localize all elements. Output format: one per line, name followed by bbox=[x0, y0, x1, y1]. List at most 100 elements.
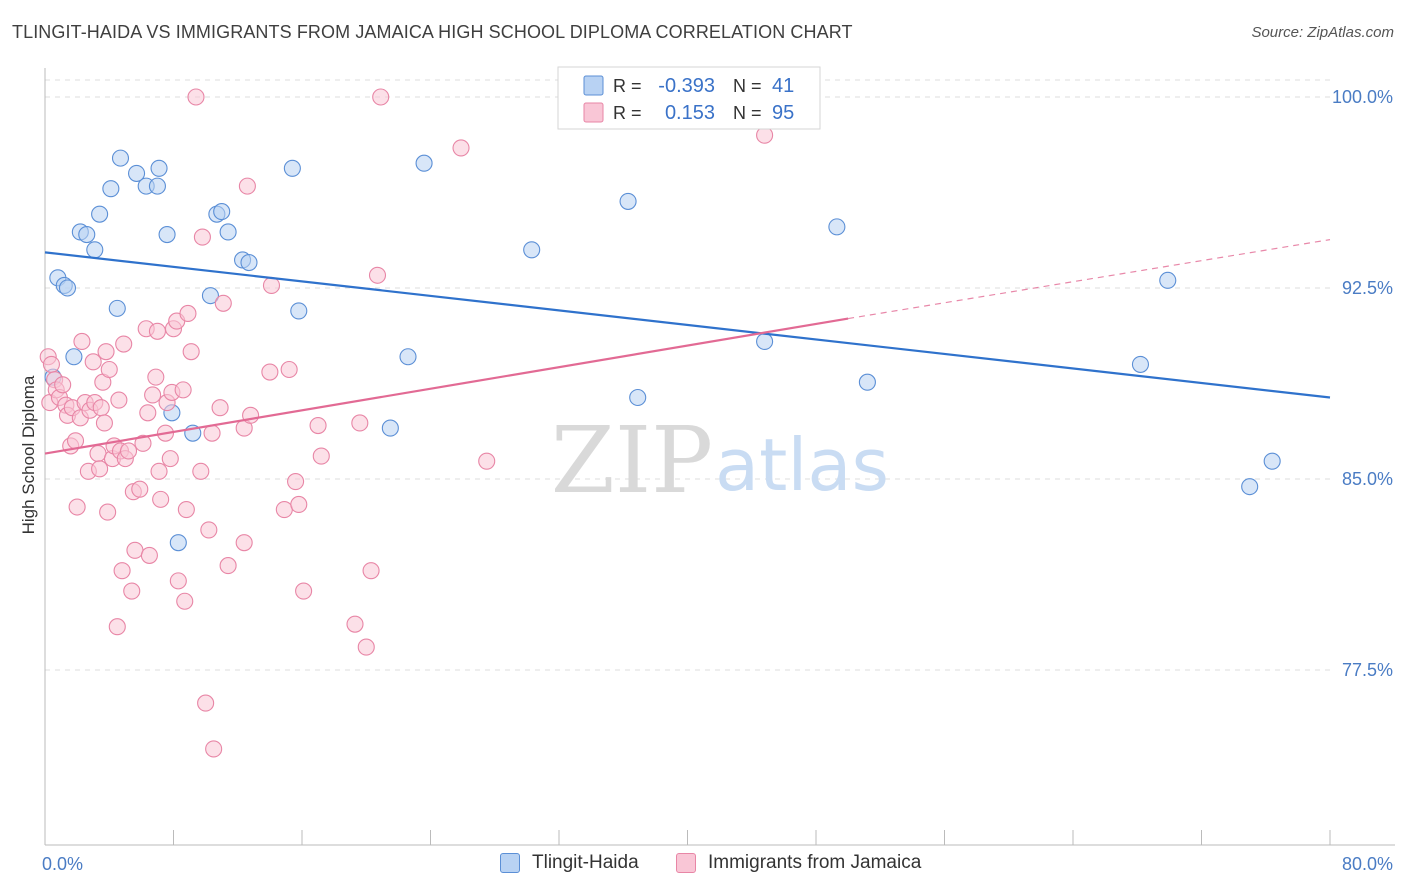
data-point-immigrants-from-jamaica bbox=[139, 404, 157, 422]
trend-line-pink bbox=[44, 317, 849, 455]
data-point-immigrants-from-jamaica bbox=[309, 416, 327, 435]
data-point-immigrants-from-jamaica bbox=[219, 557, 237, 575]
y-axis-label: High School Diploma bbox=[19, 375, 38, 534]
tick-labels: 77.5% 85.0% 92.5% 100.0% 0.0% 80.0% bbox=[42, 87, 1393, 874]
data-point-immigrants-from-jamaica bbox=[144, 386, 162, 404]
y-tick-label: 92.5% bbox=[1342, 278, 1393, 298]
data-point-immigrants-from-jamaica bbox=[131, 480, 149, 498]
data-point-tlingit-haida bbox=[415, 154, 433, 172]
data-point-immigrants-from-jamaica bbox=[200, 521, 218, 539]
legend-swatch-blue bbox=[500, 853, 520, 873]
data-point-immigrants-from-jamaica bbox=[91, 460, 109, 478]
legend-label-tlingit-haida: Tlingit-Haida bbox=[532, 852, 639, 873]
data-point-immigrants-from-jamaica bbox=[179, 304, 197, 323]
data-point-immigrants-from-jamaica bbox=[214, 294, 232, 312]
data-point-immigrants-from-jamaica bbox=[235, 534, 253, 552]
data-point-immigrants-from-jamaica bbox=[161, 450, 179, 468]
y-tick-label: 77.5% bbox=[1342, 660, 1393, 680]
data-point-immigrants-from-jamaica bbox=[108, 618, 126, 636]
data-point-tlingit-haida bbox=[201, 287, 219, 305]
data-point-tlingit-haida bbox=[65, 348, 83, 366]
stats-r-value-1: -0.393 bbox=[658, 75, 715, 97]
watermark-atlas: atlas bbox=[715, 423, 889, 507]
data-point-immigrants-from-jamaica bbox=[312, 447, 330, 465]
data-point-tlingit-haida bbox=[290, 302, 308, 320]
data-point-immigrants-from-jamaica bbox=[92, 399, 110, 417]
data-point-immigrants-from-jamaica bbox=[205, 740, 223, 758]
data-point-immigrants-from-jamaica bbox=[262, 276, 281, 295]
data-point-immigrants-from-jamaica bbox=[115, 335, 133, 353]
chart-title: TLINGIT-HAIDA VS IMMIGRANTS FROM JAMAICA… bbox=[12, 22, 853, 42]
legend-item-immigrants-from-jamaica[interactable]: Immigrants from Jamaica bbox=[676, 852, 921, 874]
data-point-tlingit-haida bbox=[1159, 271, 1177, 289]
stats-n-value-1: 41 bbox=[772, 75, 794, 97]
watermark-zip: ZIP bbox=[551, 407, 713, 514]
data-point-immigrants-from-jamaica bbox=[42, 355, 60, 373]
data-point-immigrants-from-jamaica bbox=[193, 228, 211, 246]
data-point-immigrants-from-jamaica bbox=[362, 562, 380, 580]
legend-item-tlingit-haida[interactable]: Tlingit-Haida bbox=[500, 852, 639, 874]
data-point-tlingit-haida bbox=[150, 159, 168, 177]
data-point-immigrants-from-jamaica bbox=[197, 694, 215, 712]
data-point-immigrants-from-jamaica bbox=[126, 541, 144, 559]
data-point-immigrants-from-jamaica bbox=[452, 139, 470, 157]
data-point-immigrants-from-jamaica bbox=[280, 360, 298, 379]
data-point-immigrants-from-jamaica bbox=[275, 501, 293, 519]
data-point-tlingit-haida bbox=[169, 534, 187, 552]
data-point-tlingit-haida bbox=[108, 299, 126, 317]
data-point-immigrants-from-jamaica bbox=[110, 391, 128, 409]
data-point-immigrants-from-jamaica bbox=[351, 414, 369, 432]
data-point-immigrants-from-jamaica bbox=[123, 582, 141, 600]
y-tick-label: 100.0% bbox=[1332, 87, 1393, 107]
stats-swatch-pink bbox=[583, 102, 604, 123]
data-point-tlingit-haida bbox=[1131, 355, 1150, 373]
data-point-immigrants-from-jamaica bbox=[174, 381, 192, 399]
data-point-tlingit-haida bbox=[58, 279, 77, 297]
data-point-tlingit-haida bbox=[86, 241, 104, 259]
data-point-immigrants-from-jamaica bbox=[140, 546, 158, 564]
legend-swatch-pink bbox=[676, 853, 696, 873]
stats-r-value-2: 0.153 bbox=[665, 102, 715, 124]
data-point-immigrants-from-jamaica bbox=[182, 343, 200, 361]
data-point-immigrants-from-jamaica bbox=[119, 442, 138, 460]
data-point-immigrants-from-jamaica bbox=[478, 452, 496, 470]
data-point-immigrants-from-jamaica bbox=[150, 462, 168, 480]
data-point-immigrants-from-jamaica bbox=[99, 503, 117, 521]
data-point-tlingit-haida bbox=[111, 149, 130, 167]
data-point-immigrants-from-jamaica bbox=[357, 638, 375, 656]
axes bbox=[44, 68, 1395, 846]
stats-n-label-1: N = bbox=[733, 76, 762, 96]
legend-label-immigrants-from-jamaica: Immigrants from Jamaica bbox=[708, 852, 922, 873]
data-point-tlingit-haida bbox=[148, 177, 166, 195]
data-point-immigrants-from-jamaica bbox=[346, 615, 364, 633]
data-point-immigrants-from-jamaica bbox=[238, 177, 256, 195]
y-tick-label: 85.0% bbox=[1342, 469, 1393, 489]
data-point-tlingit-haida bbox=[219, 223, 237, 241]
data-point-immigrants-from-jamaica bbox=[368, 266, 387, 284]
data-point-immigrants-from-jamaica bbox=[147, 368, 165, 386]
data-point-tlingit-haida bbox=[1263, 452, 1281, 470]
data-point-immigrants-from-jamaica bbox=[68, 498, 86, 516]
data-point-immigrants-from-jamaica bbox=[169, 572, 187, 590]
data-point-tlingit-haida bbox=[756, 332, 774, 351]
data-point-tlingit-haida bbox=[78, 225, 96, 244]
data-point-immigrants-from-jamaica bbox=[211, 399, 229, 417]
data-point-immigrants-from-jamaica bbox=[261, 363, 279, 381]
stats-n-label-2: N = bbox=[733, 103, 762, 123]
data-point-immigrants-from-jamaica bbox=[97, 343, 115, 361]
data-point-tlingit-haida bbox=[213, 203, 231, 221]
trend-lines bbox=[44, 239, 1331, 455]
stats-legend-box: R = -0.393 N = 41 R = 0.153 N = 95 bbox=[557, 66, 821, 130]
data-point-tlingit-haida bbox=[828, 218, 846, 236]
watermark: ZIP atlas bbox=[551, 407, 889, 514]
data-point-tlingit-haida bbox=[158, 225, 176, 244]
data-point-immigrants-from-jamaica bbox=[372, 88, 390, 106]
data-point-immigrants-from-jamaica bbox=[203, 424, 221, 442]
data-point-immigrants-from-jamaica bbox=[84, 353, 102, 371]
data-point-tlingit-haida bbox=[619, 192, 637, 210]
series-immigrants-from-jamaica bbox=[39, 88, 774, 758]
data-point-immigrants-from-jamaica bbox=[287, 472, 305, 491]
x-tick-label-min: 0.0% bbox=[42, 854, 83, 874]
data-point-immigrants-from-jamaica bbox=[95, 414, 113, 432]
